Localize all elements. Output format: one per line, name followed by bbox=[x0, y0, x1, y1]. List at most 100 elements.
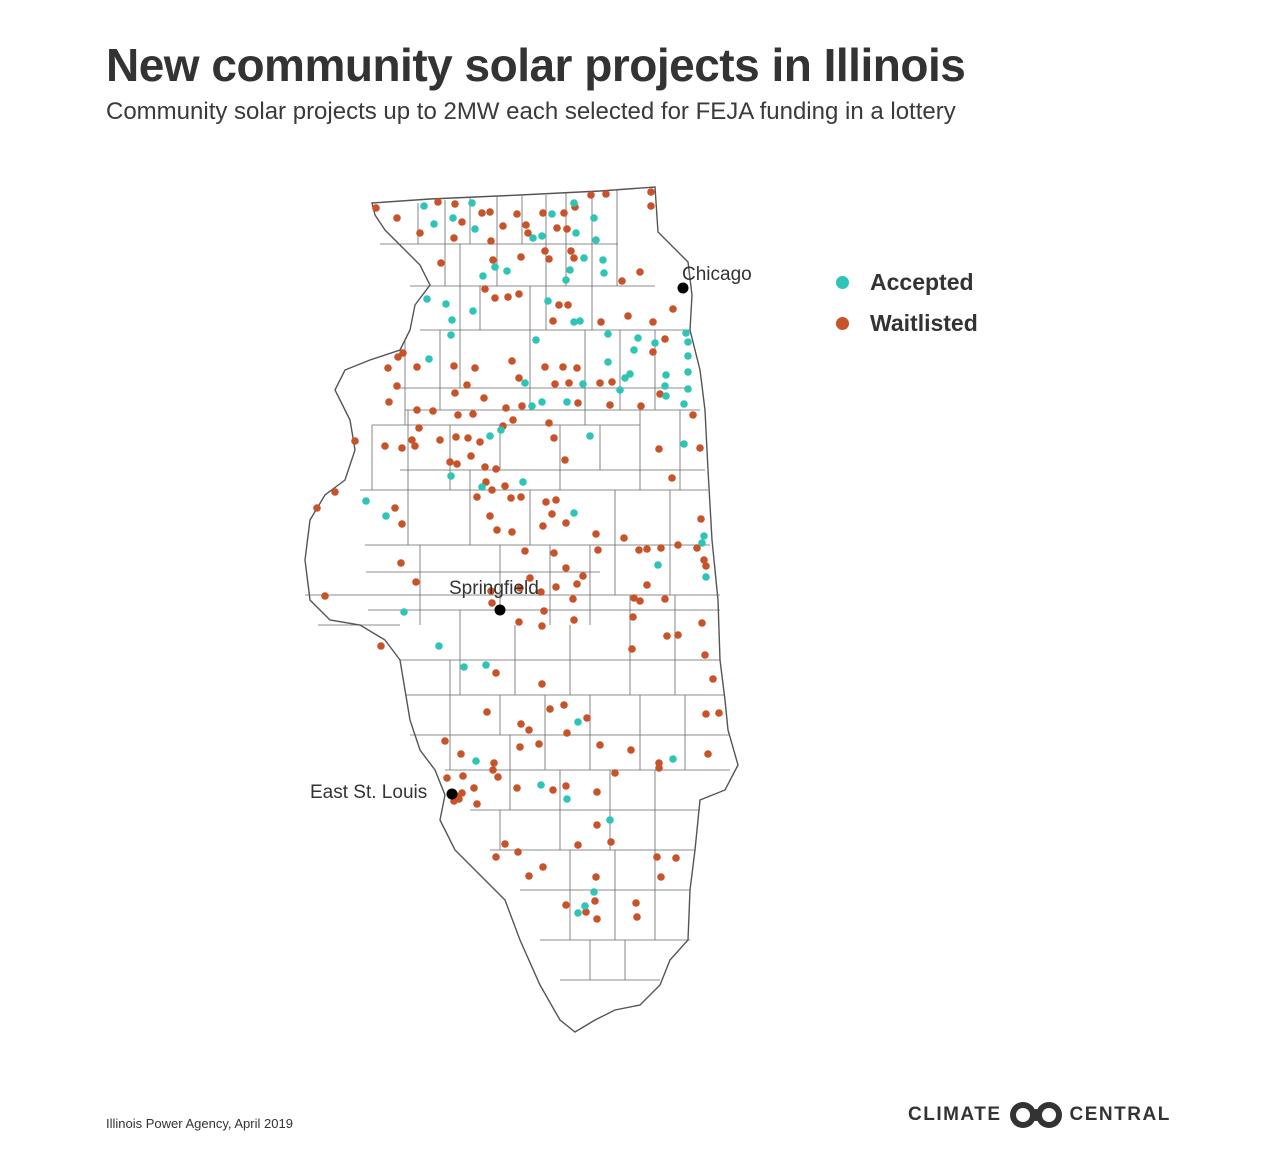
project-dot-icon bbox=[570, 509, 578, 517]
project-dot-icon bbox=[487, 237, 495, 245]
project-dot-icon bbox=[331, 488, 339, 496]
project-dot-icon bbox=[538, 622, 546, 630]
project-dot-icon bbox=[457, 750, 465, 758]
project-dot-icon bbox=[508, 357, 516, 365]
project-dot-icon bbox=[526, 574, 534, 582]
project-dot-icon bbox=[488, 599, 496, 607]
project-dot-icon bbox=[684, 338, 692, 346]
project-dot-icon bbox=[634, 334, 642, 342]
project-dot-icon bbox=[435, 642, 443, 650]
project-dot-icon bbox=[606, 816, 614, 824]
project-dot-icon bbox=[454, 411, 462, 419]
project-dot-icon bbox=[669, 305, 677, 313]
project-dot-icon bbox=[519, 478, 527, 486]
project-dot-icon bbox=[662, 371, 670, 379]
project-dot-icon bbox=[509, 416, 517, 424]
project-dot-icon bbox=[490, 759, 498, 767]
project-dot-icon bbox=[382, 512, 390, 520]
project-dot-icon bbox=[587, 191, 595, 199]
project-dot-icon bbox=[661, 382, 669, 390]
project-dot-icon bbox=[573, 580, 581, 588]
project-dot-icon bbox=[491, 263, 499, 271]
project-dot-icon bbox=[563, 795, 571, 803]
project-dot-icon bbox=[420, 202, 428, 210]
project-dot-icon bbox=[528, 402, 536, 410]
project-dot-icon bbox=[661, 595, 669, 603]
project-dot-icon bbox=[657, 544, 665, 552]
project-dot-icon bbox=[627, 746, 635, 754]
project-dot-icon bbox=[654, 561, 662, 569]
project-dot-icon bbox=[582, 908, 590, 916]
project-dot-icon bbox=[517, 493, 525, 501]
project-dot-icon bbox=[620, 534, 628, 542]
project-dot-icon bbox=[469, 410, 477, 418]
project-dot-icon bbox=[570, 318, 578, 326]
accepted-swatch-icon bbox=[836, 276, 849, 289]
project-dot-icon bbox=[513, 210, 521, 218]
project-dot-icon bbox=[630, 346, 638, 354]
project-dot-icon bbox=[700, 556, 708, 564]
project-dot-icon bbox=[385, 398, 393, 406]
project-dot-icon bbox=[411, 442, 419, 450]
project-dot-icon bbox=[608, 378, 616, 386]
project-dot-icon bbox=[647, 202, 655, 210]
project-dot-icon bbox=[516, 584, 524, 592]
project-dot-icon bbox=[574, 399, 582, 407]
project-dot-icon bbox=[592, 236, 600, 244]
project-dot-icon bbox=[497, 426, 505, 434]
project-dot-icon bbox=[599, 256, 607, 264]
project-dot-icon bbox=[630, 594, 638, 602]
project-dot-icon bbox=[680, 400, 688, 408]
project-dot-icon bbox=[564, 301, 572, 309]
project-dot-icon bbox=[470, 784, 478, 792]
project-dot-icon bbox=[397, 559, 405, 567]
project-dot-icon bbox=[680, 440, 688, 448]
project-dot-icon bbox=[429, 407, 437, 415]
city-label-springfield: Springfield bbox=[449, 578, 539, 599]
project-dot-icon bbox=[604, 358, 612, 366]
project-dot-icon bbox=[494, 773, 502, 781]
project-dot-icon bbox=[696, 444, 704, 452]
project-dot-icon bbox=[549, 786, 557, 794]
project-dot-icon bbox=[597, 318, 605, 326]
project-dot-icon bbox=[472, 757, 480, 765]
project-dot-icon bbox=[537, 588, 545, 596]
project-dot-icon bbox=[655, 445, 663, 453]
project-dot-icon bbox=[562, 276, 570, 284]
project-dot-icon bbox=[574, 718, 582, 726]
project-dot-icon bbox=[447, 331, 455, 339]
project-dot-icon bbox=[492, 853, 500, 861]
waitlisted-swatch-icon bbox=[836, 317, 849, 330]
project-dot-icon bbox=[450, 234, 458, 242]
project-dot-icon bbox=[709, 675, 717, 683]
project-dot-icon bbox=[581, 902, 589, 910]
project-dot-icon bbox=[569, 595, 577, 603]
project-dot-icon bbox=[662, 392, 670, 400]
project-dot-icon bbox=[394, 353, 402, 361]
project-dot-icon bbox=[562, 901, 570, 909]
project-dot-icon bbox=[633, 913, 641, 921]
project-dot-icon bbox=[464, 434, 472, 442]
project-dot-icon bbox=[452, 433, 460, 441]
project-dot-icon bbox=[684, 352, 692, 360]
project-dot-icon bbox=[537, 781, 545, 789]
project-dot-icon bbox=[579, 380, 587, 388]
city-marker-icon bbox=[677, 282, 689, 294]
project-dot-icon bbox=[471, 225, 479, 233]
project-dot-icon bbox=[436, 436, 444, 444]
project-dot-icon bbox=[489, 256, 497, 264]
project-dot-icon bbox=[541, 363, 549, 371]
project-dot-icon bbox=[661, 335, 669, 343]
project-dot-icon bbox=[580, 254, 588, 262]
project-dot-icon bbox=[606, 401, 614, 409]
project-dot-icon bbox=[647, 188, 655, 196]
project-dot-icon bbox=[532, 336, 540, 344]
project-dot-icon bbox=[653, 853, 661, 861]
project-dot-icon bbox=[486, 208, 494, 216]
project-dot-icon bbox=[649, 348, 657, 356]
project-dot-icon bbox=[574, 909, 582, 917]
project-dot-icon bbox=[492, 465, 500, 473]
project-dot-icon bbox=[684, 385, 692, 393]
project-dot-icon bbox=[515, 374, 523, 382]
project-dot-icon bbox=[573, 364, 581, 372]
